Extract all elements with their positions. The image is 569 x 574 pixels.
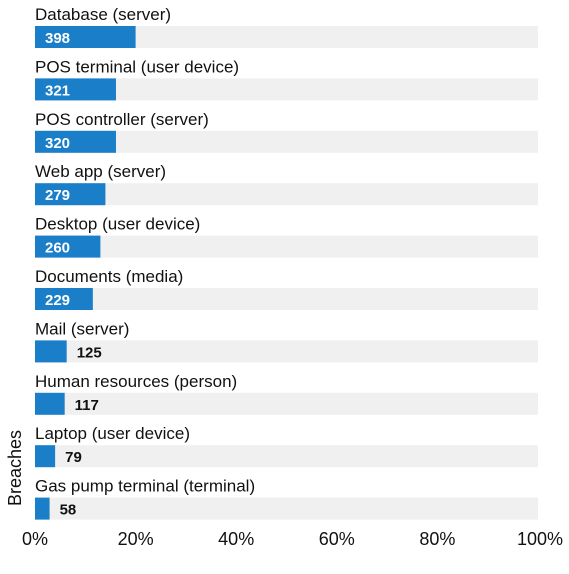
bar-track (35, 445, 538, 468)
bar (35, 78, 116, 101)
bar-row: Documents (media) 229 (35, 267, 538, 310)
data-label: 321 (45, 82, 70, 99)
category-label: Human resources (person) (35, 372, 237, 391)
data-label: 398 (45, 30, 70, 47)
bar (35, 183, 106, 206)
data-label: 320 (45, 135, 70, 152)
x-axis-ticks: 0% 20% 40% 60% 80% 100% (22, 529, 563, 549)
x-tick-label: 20% (118, 529, 154, 549)
bar-row: Human resources (person) 117 (35, 372, 538, 415)
bars-group: Database (server) 398 POS terminal (user d… (35, 5, 538, 520)
bar-track (35, 78, 538, 101)
bar-track (35, 26, 538, 48)
category-label: Database (server) (35, 5, 171, 24)
bar-row: Mail (server) 125 (35, 319, 538, 363)
bar (35, 340, 67, 363)
bar-row: Laptop (user device) 79 (35, 424, 538, 468)
bar (35, 235, 101, 258)
category-label: Gas pump terminal (terminal) (35, 477, 255, 496)
category-label: POS terminal (user device) (35, 57, 239, 76)
y-axis-title: Breaches (5, 430, 25, 506)
x-tick-label: 100% (517, 529, 563, 549)
bar-track (35, 288, 538, 310)
x-tick-label: 80% (419, 529, 455, 549)
x-tick-label: 40% (218, 529, 254, 549)
bar (35, 288, 93, 310)
category-label: Mail (server) (35, 319, 129, 338)
bar (35, 26, 136, 48)
x-tick-label: 60% (319, 529, 355, 549)
bar-row: POS controller (server) 320 (35, 110, 538, 153)
data-label: 79 (65, 449, 82, 466)
data-label: 125 (77, 344, 102, 361)
bar-row: Desktop (user device) 260 (35, 215, 538, 258)
data-label: 260 (45, 240, 70, 257)
category-label: Web app (server) (35, 162, 166, 181)
bar-track (35, 183, 538, 206)
data-label: 117 (75, 397, 99, 414)
bar-track (35, 130, 538, 153)
category-label: Documents (media) (35, 267, 183, 286)
bar-track (35, 340, 538, 363)
bar (35, 445, 56, 468)
bar (35, 130, 116, 153)
bar-row: Database (server) 398 (35, 5, 538, 48)
data-label: 279 (45, 187, 70, 204)
category-label: POS controller (server) (35, 110, 209, 129)
data-label: 58 (60, 502, 77, 519)
data-label: 229 (45, 292, 70, 309)
bar-track (35, 497, 538, 520)
bar-track (35, 235, 538, 258)
bar-row: POS terminal (user device) 321 (35, 57, 538, 101)
category-label: Laptop (user device) (35, 424, 190, 443)
category-label: Desktop (user device) (35, 215, 200, 234)
bar-row: Web app (server) 279 (35, 162, 538, 206)
bar (35, 497, 50, 520)
bar (35, 392, 65, 415)
bar-row: Gas pump terminal (terminal) 58 (35, 477, 538, 520)
x-tick-label: 0% (22, 529, 48, 549)
bar-track (35, 392, 538, 415)
